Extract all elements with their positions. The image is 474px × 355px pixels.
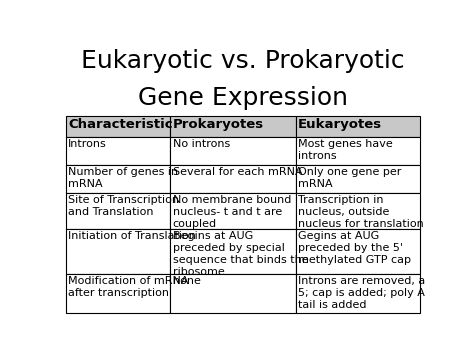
Text: No membrane bound
nucleus- t and t are
coupled: No membrane bound nucleus- t and t are c… (173, 195, 291, 229)
Bar (170, 165, 296, 193)
Text: Eukaryotes: Eukaryotes (298, 118, 383, 131)
Bar (296, 137, 420, 165)
Text: Begins at AUG
preceded by special
sequence that binds the
ribosome: Begins at AUG preceded by special sequen… (173, 231, 308, 277)
Text: Number of genes in
mRNA: Number of genes in mRNA (68, 167, 178, 189)
Bar (170, 137, 296, 165)
Text: Site of Transcription
and Translation: Site of Transcription and Translation (68, 195, 179, 217)
Bar (66, 229, 170, 274)
Text: Initiation of Translation: Initiation of Translation (68, 231, 196, 241)
Text: Several for each mRNA: Several for each mRNA (173, 167, 302, 177)
Text: Modification of mRNA
after transcription: Modification of mRNA after transcription (68, 276, 189, 298)
Text: Most genes have
introns: Most genes have introns (298, 140, 393, 162)
Text: Transcription in
nucleus, outside
nucleus for translation: Transcription in nucleus, outside nucleu… (298, 195, 424, 229)
Bar (170, 274, 296, 313)
Bar (170, 193, 296, 229)
Text: Characteristic: Characteristic (68, 118, 173, 131)
Bar (170, 116, 296, 137)
Bar (296, 116, 420, 137)
Bar (170, 229, 296, 274)
Bar (66, 137, 170, 165)
Bar (296, 165, 420, 193)
Bar (66, 274, 170, 313)
Text: Introns: Introns (68, 140, 107, 149)
Text: Gene Expression: Gene Expression (138, 86, 348, 110)
Text: Only one gene per
mRNA: Only one gene per mRNA (298, 167, 401, 189)
Bar (296, 274, 420, 313)
Bar (66, 165, 170, 193)
Text: Eukaryotic vs. Prokaryotic: Eukaryotic vs. Prokaryotic (81, 49, 405, 73)
Text: Gegins at AUG
preceded by the 5'
methylated GTP cap: Gegins at AUG preceded by the 5' methyla… (298, 231, 411, 266)
Bar (66, 193, 170, 229)
Text: Prokaryotes: Prokaryotes (173, 118, 264, 131)
Text: No introns: No introns (173, 140, 230, 149)
Text: none: none (173, 276, 201, 286)
Bar (296, 229, 420, 274)
Bar (66, 116, 170, 137)
Text: Introns are removed, a
5; cap is added; poly A
tail is added: Introns are removed, a 5; cap is added; … (298, 276, 426, 310)
Bar (296, 193, 420, 229)
